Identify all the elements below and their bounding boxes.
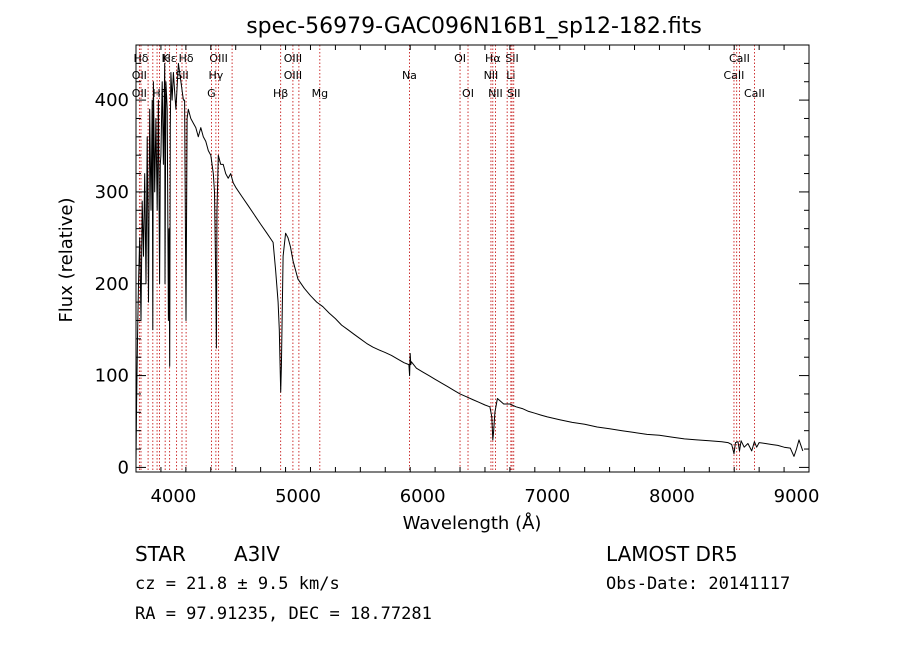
x-tick-label: 6000 (400, 486, 446, 507)
coordinates-text: RA = 97.91235, DEC = 18.77281 (135, 604, 432, 624)
marker-label-4: Hε (163, 52, 177, 65)
spectrum-line-group (135, 62, 804, 463)
marker-label-7: SII (175, 69, 188, 82)
y-tick-label: 400 (95, 90, 129, 111)
marker-label-20: NII (488, 87, 503, 100)
object-class: STAR (135, 542, 186, 566)
y-tick-label: 200 (95, 274, 129, 295)
y-tick-label: 300 (95, 182, 129, 203)
marker-label-14: Mg (312, 87, 328, 100)
y-axis-label: Flux (relative) (56, 197, 77, 322)
marker-label-0: Hδ (133, 52, 148, 65)
x-tick-label: 9000 (774, 486, 820, 507)
marker-label-13: Hβ (273, 87, 288, 100)
obs-date-text: Obs-Date: 20141117 (606, 574, 791, 594)
x-tick-label: 7000 (524, 486, 570, 507)
marker-label-18: Hα (485, 52, 501, 65)
y-tick-label: 100 (95, 366, 129, 387)
redshift-text: cz = 21.8 ± 9.5 km/s (135, 574, 340, 594)
x-tick-label: 4000 (150, 486, 196, 507)
line-marker-group: Hδ OII OII KHε Hζ Hδ SII OIII Hγ G OIII OIII Hβ Mg Na O… (132, 45, 765, 472)
survey-name: LAMOST DR5 (606, 542, 738, 566)
y-tick-label: 0 (118, 457, 129, 478)
x-tick-label: 8000 (649, 486, 695, 507)
chart-title: spec-56979-GAC096N16B1_sp12-182.fits (246, 14, 702, 39)
marker-label-1: OII (132, 69, 147, 82)
x-axis-label: Wavelength (Å) (403, 512, 542, 534)
marker-label-2: OII (132, 87, 147, 100)
marker-label-17: OI (462, 87, 474, 100)
marker-label-9: Hγ (208, 69, 223, 82)
marker-label-10: G (207, 87, 216, 100)
marker-label-8: OIII (209, 52, 227, 65)
marker-label-23: SII (507, 87, 520, 100)
marker-label-21: SII (505, 52, 518, 65)
plot-frame (135, 44, 810, 473)
marker-label-3: K (162, 52, 170, 65)
marker-label-19: NII (484, 69, 499, 82)
marker-label-5: Hζ (152, 87, 166, 100)
spectral-subclass: A3IV (234, 542, 280, 566)
marker-label-6: Hδ (179, 52, 194, 65)
marker-label-16: OI (454, 52, 466, 65)
axes-group: 4000 5000 6000 7000 8000 9000 0 100 200 300 400 (95, 44, 820, 507)
marker-label-22: Li (506, 69, 515, 82)
marker-label-25: CaII (724, 69, 745, 82)
marker-label-24: CaII (729, 52, 750, 65)
marker-label-26: CaII (744, 87, 765, 100)
marker-label-12: OIII (284, 69, 302, 82)
marker-label-15: Na (402, 69, 417, 82)
marker-label-11: OIII (284, 52, 302, 65)
spectrum-line (135, 62, 804, 463)
x-tick-label: 5000 (275, 486, 321, 507)
